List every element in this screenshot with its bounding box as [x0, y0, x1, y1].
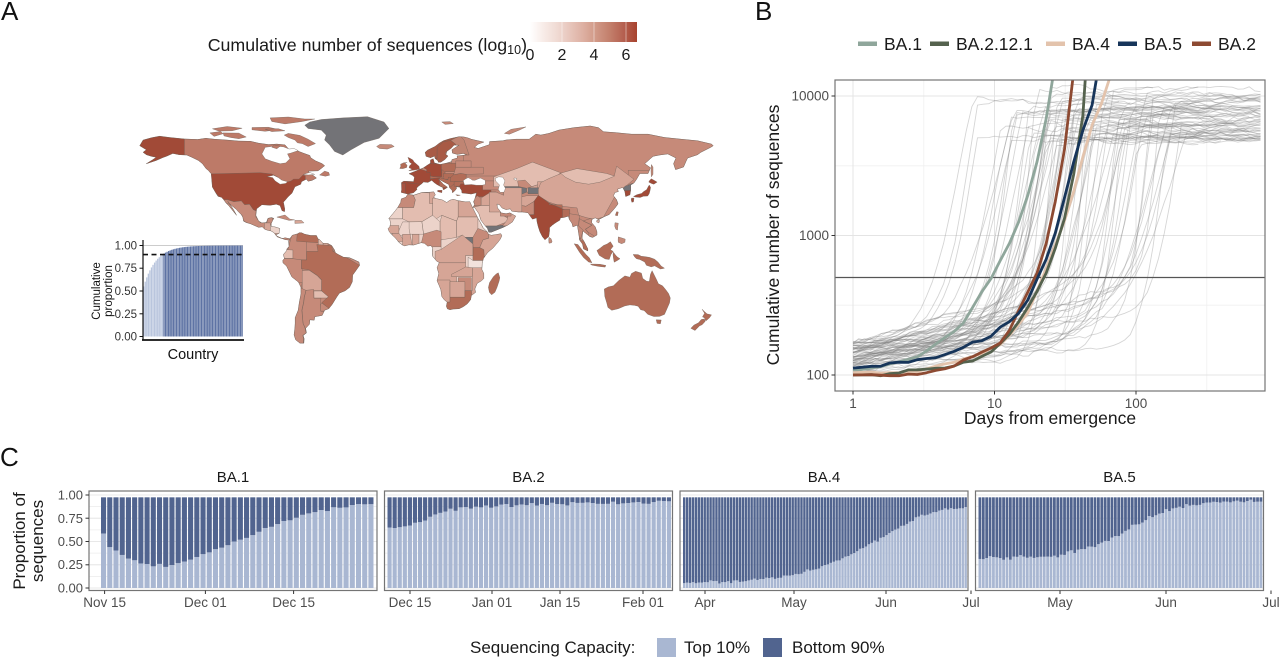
svg-text:2: 2 [558, 47, 567, 64]
svg-text:Feb 01: Feb 01 [622, 595, 664, 610]
svg-text:Country: Country [168, 347, 220, 363]
svg-text:0.25: 0.25 [115, 309, 137, 321]
svg-text:May: May [781, 595, 807, 610]
svg-text:proportion: proportion [103, 265, 115, 317]
svg-text:1.00: 1.00 [58, 488, 83, 503]
svg-text:Jun: Jun [875, 595, 897, 610]
svg-text:Days from emergence: Days from emergence [964, 408, 1136, 428]
svg-text:100: 100 [806, 368, 829, 383]
svg-text:0: 0 [526, 47, 535, 64]
svg-text:A: A [1, 0, 19, 26]
svg-text:Nov 15: Nov 15 [83, 595, 126, 610]
svg-text:Bottom 90%: Bottom 90% [792, 638, 885, 657]
svg-text:10: 10 [987, 396, 1002, 411]
svg-text:BA.1: BA.1 [217, 469, 250, 486]
svg-text:0.00: 0.00 [58, 581, 83, 596]
svg-text:1000: 1000 [799, 228, 829, 243]
svg-text:Jul: Jul [962, 595, 979, 610]
svg-text:0.50: 0.50 [58, 534, 83, 549]
svg-text:sequences: sequences [28, 500, 47, 582]
svg-text:Jan 15: Jan 15 [540, 595, 581, 610]
svg-text:BA.1: BA.1 [884, 34, 922, 54]
svg-text:6: 6 [622, 47, 631, 64]
svg-text:0.25: 0.25 [58, 557, 83, 572]
svg-text:Dec 15: Dec 15 [272, 595, 315, 610]
svg-text:BA.2: BA.2 [512, 469, 545, 486]
svg-text:Proportion of: Proportion of [10, 492, 29, 590]
svg-text:0.50: 0.50 [115, 286, 137, 298]
svg-text:BA.4: BA.4 [1072, 34, 1110, 54]
svg-text:1.00: 1.00 [115, 241, 137, 253]
svg-text:Dec 01: Dec 01 [184, 595, 227, 610]
svg-text:BA.5: BA.5 [1103, 469, 1136, 486]
svg-text:100: 100 [1125, 396, 1148, 411]
svg-text:10000: 10000 [791, 89, 829, 104]
svg-text:BA.2.12.1: BA.2.12.1 [956, 34, 1033, 54]
svg-text:0.00: 0.00 [115, 332, 137, 344]
svg-text:C: C [0, 442, 19, 472]
svg-text:Cumulative: Cumulative [91, 262, 103, 320]
svg-text:Jun: Jun [1155, 595, 1177, 610]
svg-text:May: May [1047, 595, 1073, 610]
svg-text:1: 1 [849, 396, 857, 411]
svg-text:BA.4: BA.4 [808, 469, 841, 486]
svg-text:BA.5: BA.5 [1144, 34, 1182, 54]
svg-text:Top 10%: Top 10% [684, 638, 750, 657]
svg-text:Cumulative number of sequences: Cumulative number of sequences [763, 104, 783, 365]
svg-text:Jan 01: Jan 01 [472, 595, 513, 610]
svg-text:Apr: Apr [694, 595, 716, 610]
svg-text:Cumulative number of sequences: Cumulative number of sequences (log10) [208, 35, 527, 57]
svg-text:Dec 15: Dec 15 [389, 595, 432, 610]
svg-text:4: 4 [590, 47, 599, 64]
svg-text:Sequencing Capacity:: Sequencing Capacity: [470, 638, 635, 657]
svg-text:Jul: Jul [1262, 595, 1279, 610]
svg-text:BA.2: BA.2 [1218, 34, 1256, 54]
svg-text:0.75: 0.75 [58, 511, 83, 526]
svg-text:0.75: 0.75 [115, 263, 137, 275]
svg-text:B: B [755, 0, 772, 26]
